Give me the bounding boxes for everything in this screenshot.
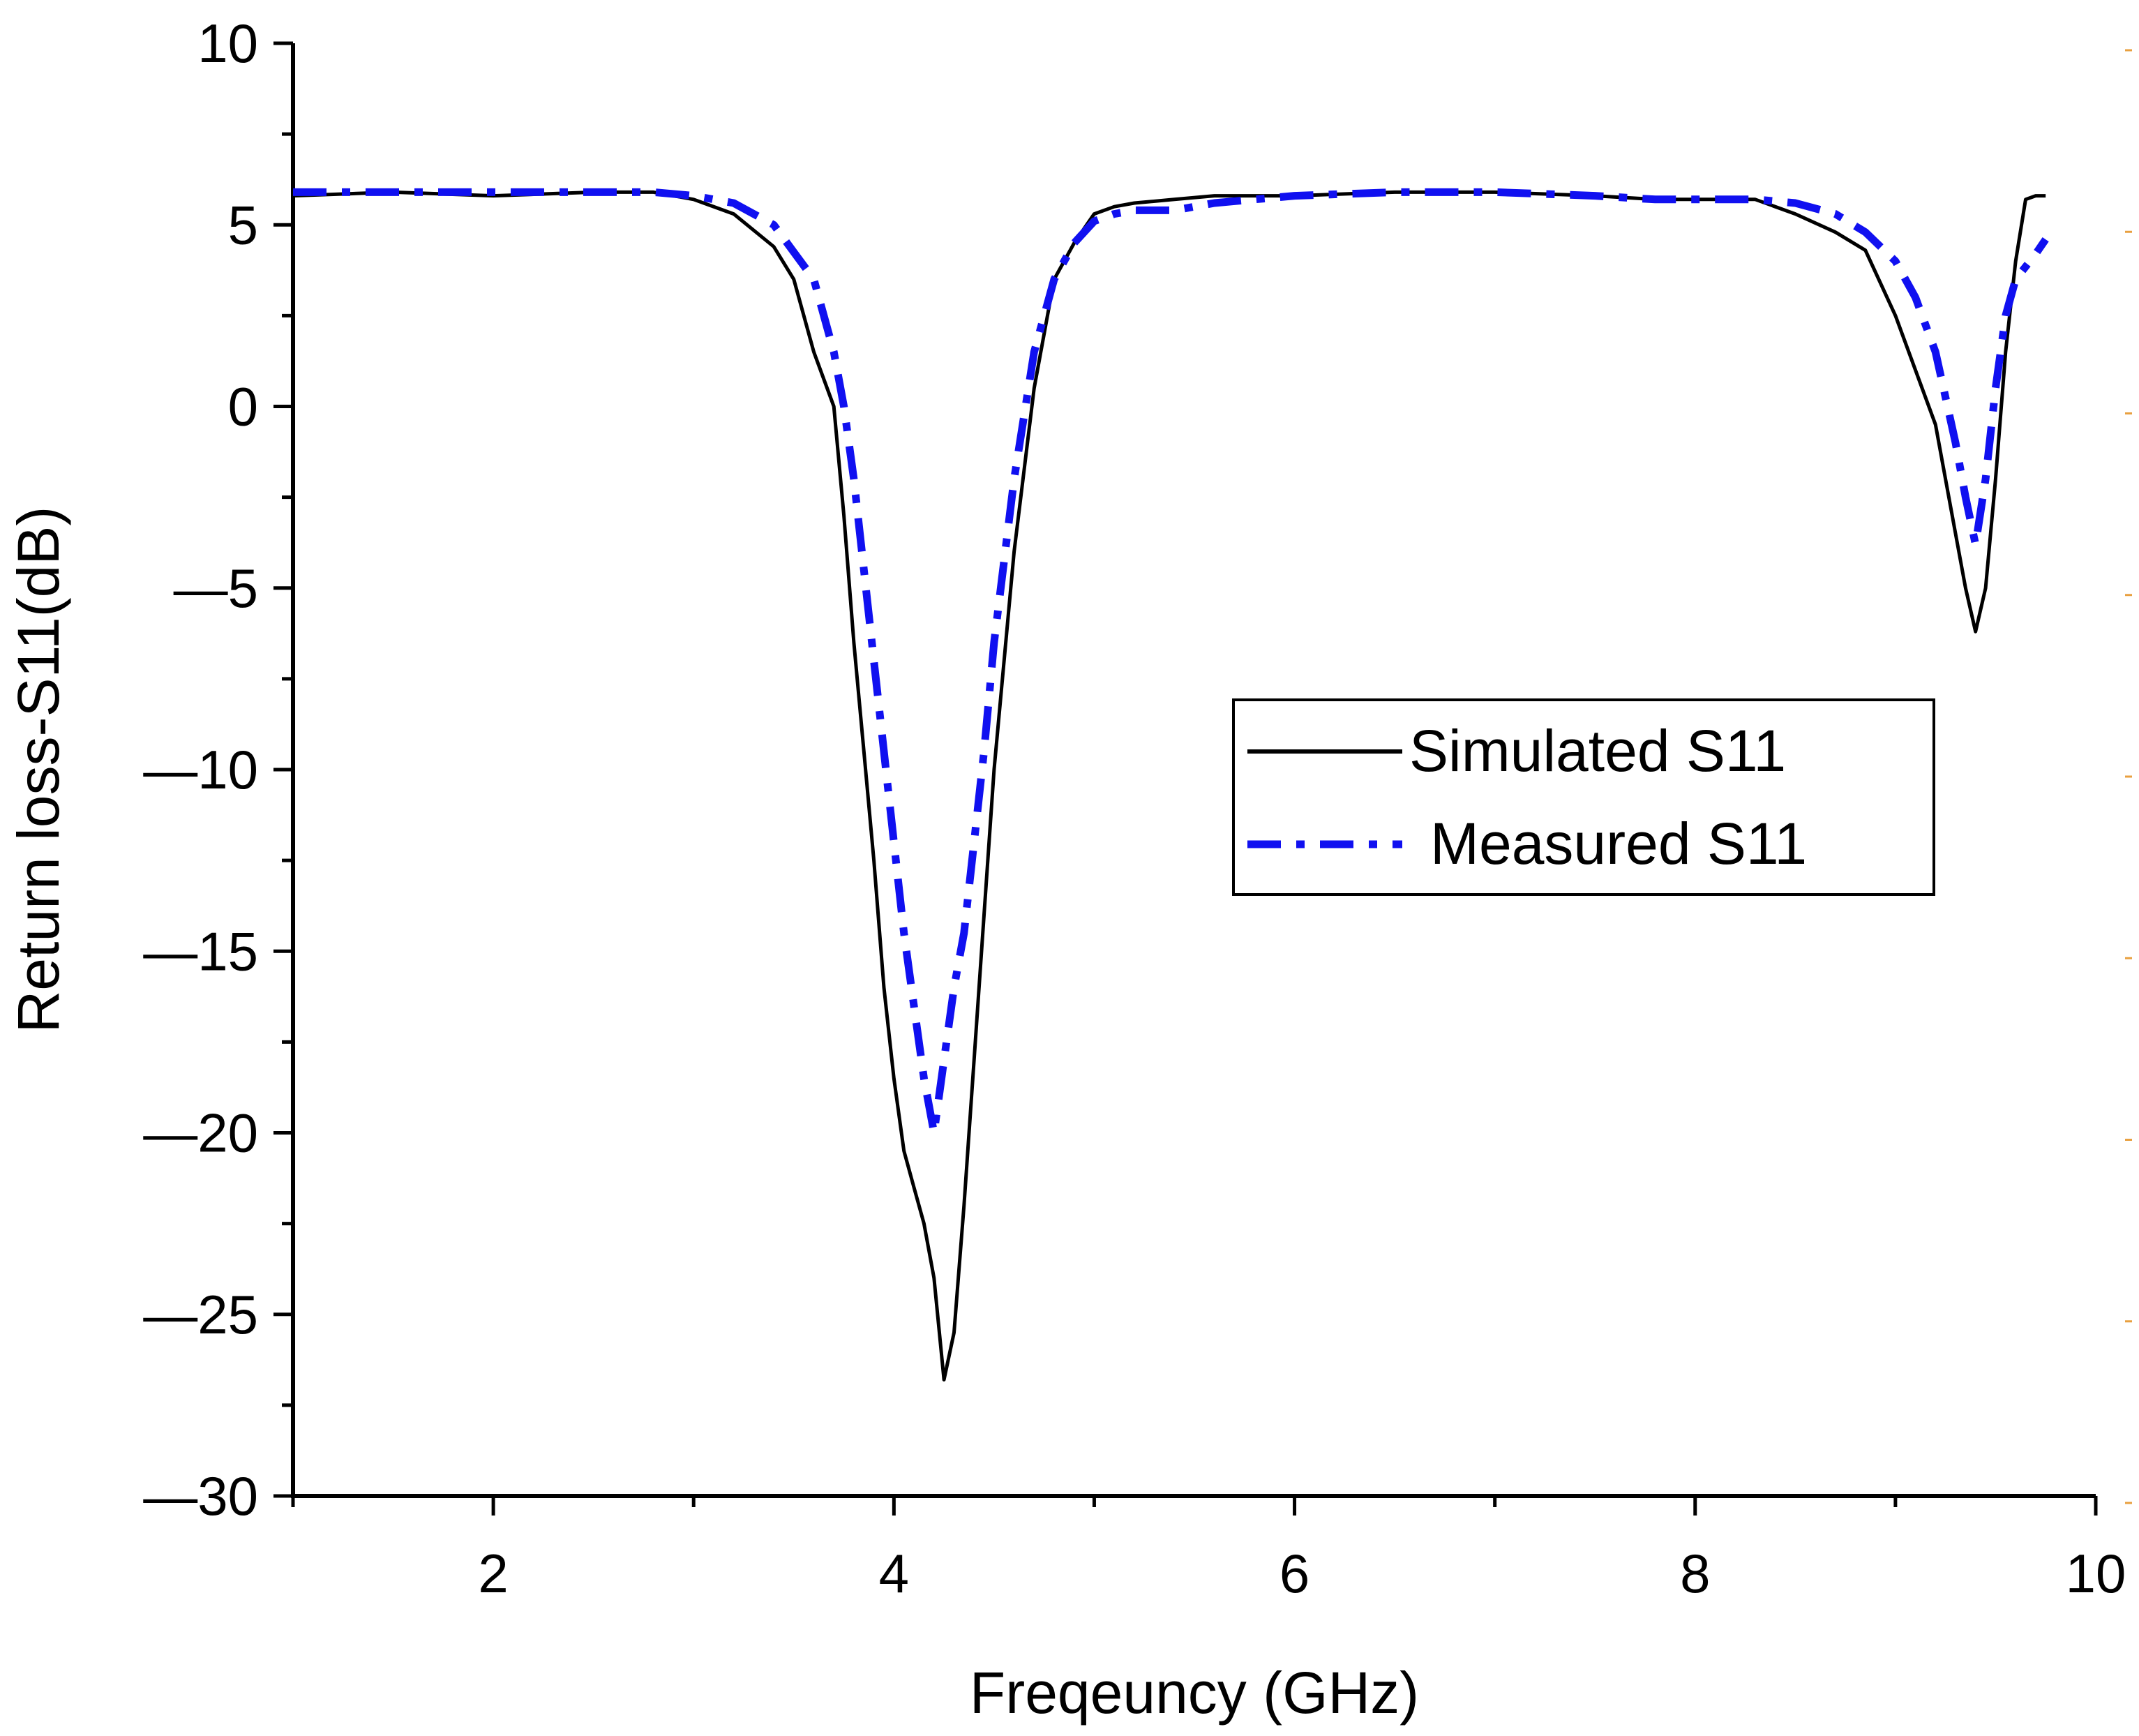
legend: Simulated S11 Measured S11 xyxy=(1232,698,1935,896)
right-edge-marks xyxy=(2125,49,2132,1504)
y-ticks: 10 5 0 —5 —10 —15 —20 —25 —30 xyxy=(143,13,293,1527)
plot-area: 10 5 0 —5 —10 —15 —20 —25 —30 2 4 6 8 10 xyxy=(143,13,2132,1604)
series-measured-line xyxy=(293,188,2049,1137)
x-tick-label: 2 xyxy=(478,1543,508,1604)
y-axis-title: Return loss-S11(dB) xyxy=(6,507,71,1033)
x-tick-label: 10 xyxy=(2066,1543,2126,1604)
y-tick-label: 5 xyxy=(228,194,258,255)
legend-label-measured: Measured S11 xyxy=(1430,811,1807,876)
y-tick-label: —25 xyxy=(143,1284,258,1345)
series-layer xyxy=(292,188,2049,1382)
legend-box xyxy=(1232,698,1935,896)
y-tick-label: —5 xyxy=(174,558,258,619)
y-tick-label: —10 xyxy=(143,739,258,800)
x-tick-label: 6 xyxy=(1279,1543,1309,1604)
y-tick-label: 0 xyxy=(228,376,258,437)
y-tick-label: —20 xyxy=(143,1102,258,1164)
legend-label-simulated: Simulated S11 xyxy=(1409,718,1786,784)
x-axis-title: Freqeuncy (GHz) xyxy=(970,1660,1419,1726)
y-tick-label: —30 xyxy=(143,1465,258,1527)
x-tick-label: 8 xyxy=(1680,1543,1710,1604)
x-ticks: 2 4 6 8 10 xyxy=(291,1496,2126,1604)
y-tick-label: —15 xyxy=(143,920,258,982)
x-tick-label: 4 xyxy=(879,1543,909,1604)
y-tick-label: 10 xyxy=(197,13,258,74)
